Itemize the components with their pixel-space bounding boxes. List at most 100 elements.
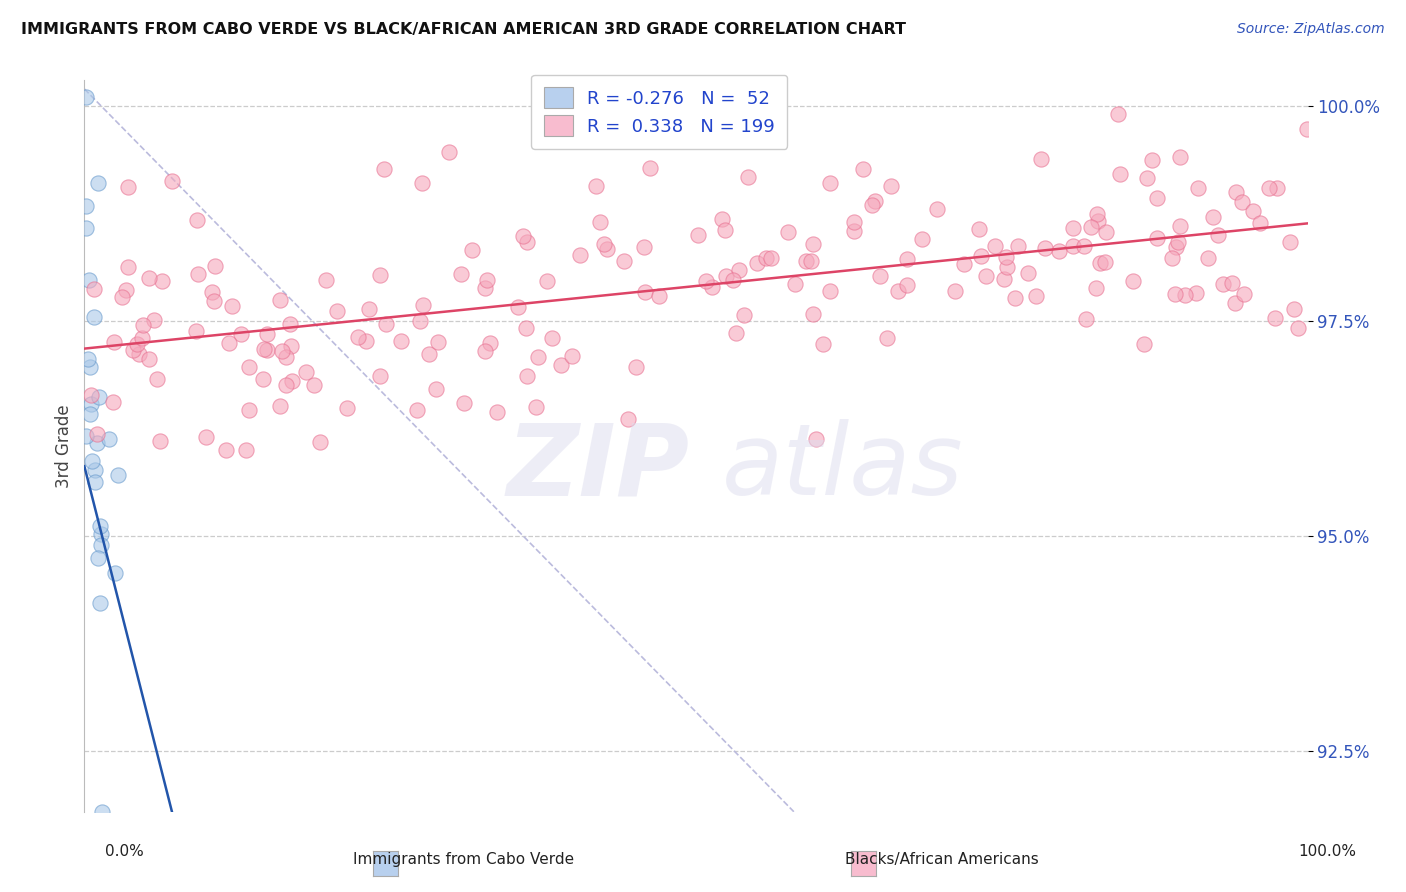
Point (569, 248, 592, 262)
Point (783, 277, 806, 291)
Point (87, 855, 110, 869)
Point (165, 856, 187, 871)
Point (1278, 235, 1301, 249)
Point (150, 274, 173, 288)
Point (1265, 181, 1288, 195)
Point (1007, 239, 1029, 253)
Point (1282, 301, 1305, 316)
Point (127, 856, 149, 871)
Point (896, 252, 918, 267)
Point (1146, 191, 1168, 205)
Point (215, 443, 238, 458)
Point (842, 215, 865, 229)
Point (450, 267, 472, 281)
Point (139, 856, 162, 871)
Point (710, 211, 733, 226)
Point (253, 342, 276, 356)
Point (98, 856, 121, 871)
Point (863, 194, 886, 208)
Point (993, 272, 1015, 286)
Point (1074, 312, 1097, 326)
Point (308, 434, 330, 449)
Point (86, 436, 108, 450)
Point (506, 300, 529, 314)
Point (801, 237, 824, 252)
Point (1109, 167, 1132, 181)
Point (799, 254, 821, 268)
Point (1033, 241, 1056, 255)
Point (90, 538, 112, 552)
Point (541, 331, 564, 345)
Point (83, 475, 105, 490)
Point (524, 400, 547, 414)
Point (733, 308, 755, 322)
Text: ZIP: ZIP (506, 419, 689, 516)
Text: IMMIGRANTS FROM CABO VERDE VS BLACK/AFRICAN AMERICAN 3RD GRADE CORRELATION CHART: IMMIGRANTS FROM CABO VERDE VS BLACK/AFRI… (21, 22, 905, 37)
Point (127, 856, 149, 871)
Point (1264, 310, 1286, 325)
Text: atlas: atlas (721, 419, 963, 516)
Point (152, 856, 174, 871)
Point (1174, 287, 1197, 301)
Point (127, 336, 149, 351)
Legend: R = -0.276   N =  52, R =  0.338   N = 199: R = -0.276 N = 52, R = 0.338 N = 199 (531, 75, 787, 149)
Point (1140, 153, 1163, 167)
Point (76, 352, 98, 367)
Point (83, 282, 105, 296)
Point (80, 397, 103, 411)
Point (202, 293, 225, 308)
Point (515, 368, 537, 383)
Point (1197, 252, 1219, 266)
Point (716, 269, 738, 284)
Point (1031, 152, 1053, 166)
Point (280, 374, 302, 388)
Point (550, 358, 572, 372)
Point (1167, 235, 1189, 250)
Point (1212, 277, 1234, 292)
Point (714, 223, 737, 237)
Point (80, 454, 103, 468)
Point (84, 463, 107, 477)
Point (143, 313, 166, 327)
Point (295, 365, 318, 379)
Point (478, 335, 501, 350)
Point (181, 856, 204, 871)
Point (536, 275, 558, 289)
Point (101, 856, 124, 871)
Point (90, 805, 112, 819)
Point (235, 443, 257, 458)
Point (409, 314, 432, 328)
Point (596, 242, 619, 256)
Point (1047, 244, 1070, 258)
Point (86, 426, 108, 441)
Point (755, 251, 778, 265)
Point (974, 269, 997, 284)
Point (1160, 251, 1182, 265)
Point (138, 856, 160, 871)
Point (724, 326, 747, 340)
Point (86, 176, 108, 190)
Point (427, 335, 450, 350)
Point (896, 277, 918, 292)
Point (218, 336, 240, 351)
Point (737, 170, 759, 185)
Point (75, 90, 97, 104)
Point (75, 429, 97, 443)
Point (1187, 181, 1209, 195)
Point (194, 856, 217, 871)
Point (1164, 287, 1187, 301)
Point (110, 290, 132, 304)
Point (201, 285, 224, 300)
Point (1220, 276, 1243, 290)
Point (412, 298, 434, 312)
Point (967, 222, 990, 236)
Point (1206, 227, 1229, 242)
Point (1230, 194, 1253, 209)
Point (146, 372, 169, 386)
Point (1094, 255, 1116, 269)
Point (132, 856, 155, 871)
Point (516, 235, 538, 249)
Point (108, 848, 131, 863)
Point (474, 281, 496, 295)
Point (211, 856, 233, 871)
